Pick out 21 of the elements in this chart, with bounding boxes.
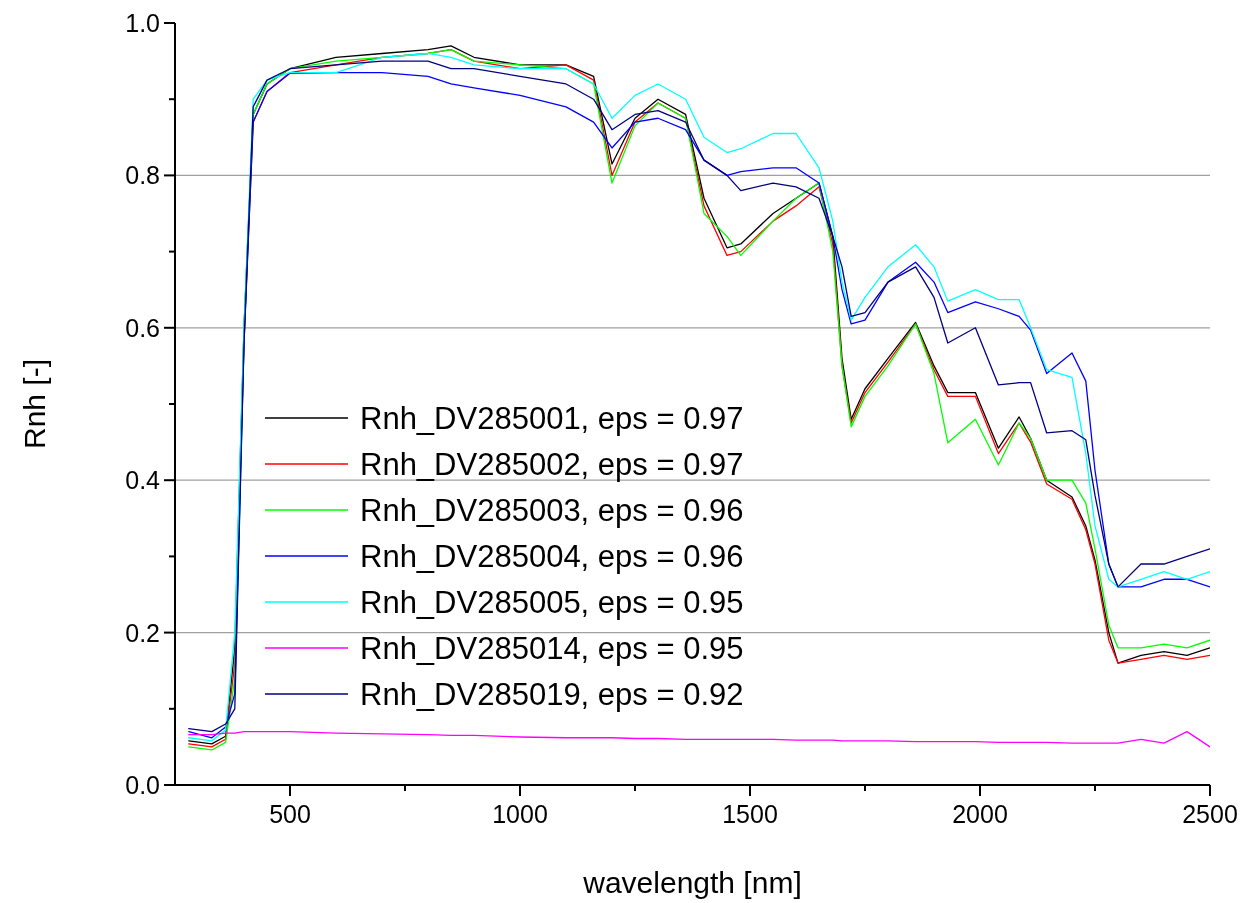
- y-tick-label: 0.4: [125, 466, 161, 495]
- y-tick-label: 1.0: [125, 9, 160, 37]
- x-tick-label: 2000: [952, 800, 1008, 828]
- y-tick-label: 0.8: [125, 161, 160, 190]
- legend-label: Rnh_DV285003, eps = 0.96: [360, 493, 744, 528]
- legend-label: Rnh_DV285019, eps = 0.92: [360, 677, 744, 712]
- x-tick-label: 1000: [492, 800, 548, 828]
- y-tick-label: 0.2: [125, 618, 160, 647]
- y-axis-title: Rnh [-]: [18, 358, 51, 450]
- legend-label: Rnh_DV285002, eps = 0.97: [360, 447, 744, 482]
- legend-label: Rnh_DV285004, eps = 0.96: [360, 539, 744, 574]
- line-series: [188, 731, 1210, 748]
- x-axis-title: wavelength [nm]: [582, 866, 802, 899]
- x-tick-label: 1500: [722, 800, 778, 828]
- legend-label: Rnh_DV285001, eps = 0.97: [360, 401, 744, 436]
- y-tick-label: 0.0: [125, 771, 160, 799]
- legend-label: Rnh_DV285014, eps = 0.95: [360, 631, 744, 666]
- legend-label: Rnh_DV285005, eps = 0.95: [360, 585, 744, 620]
- y-tick-label: 0.6: [125, 313, 160, 342]
- x-tick-label: 2500: [1182, 800, 1238, 828]
- x-tick-label: 500: [269, 800, 311, 828]
